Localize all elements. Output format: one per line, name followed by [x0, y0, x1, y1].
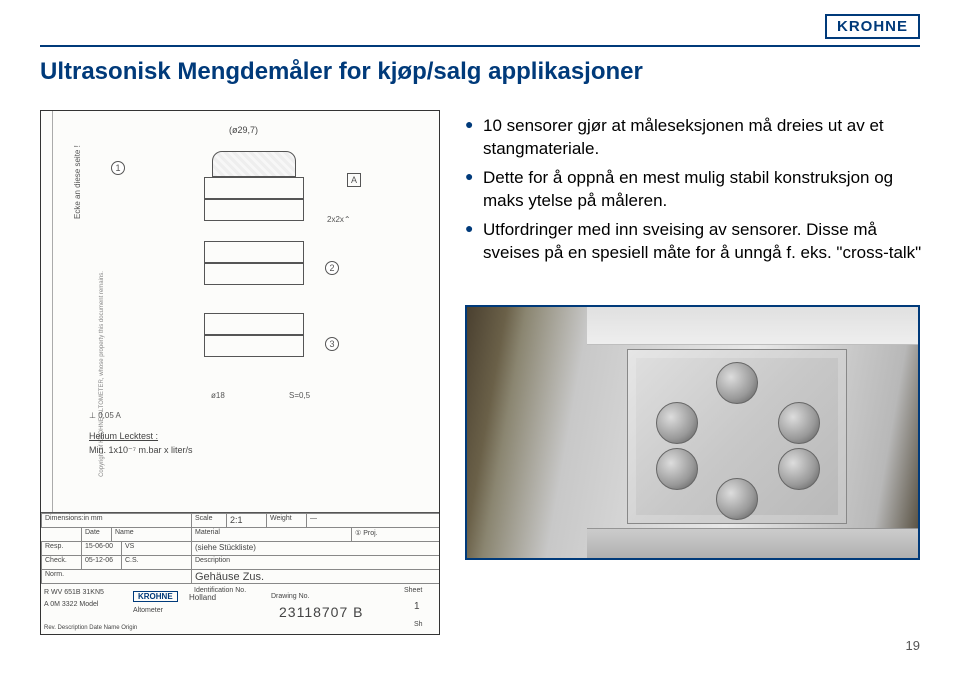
sensor-hole: [656, 448, 698, 490]
tb-sh: Sh: [411, 620, 431, 671]
tb-dims: Dimensions:in mm: [41, 514, 126, 527]
tb-material: (siehe Stückliste): [191, 542, 311, 555]
dimension-top: (ø29,7): [229, 125, 258, 135]
datum-a: A: [347, 173, 361, 187]
machined-part-photo: [465, 305, 920, 560]
tb-desc-label: Description: [191, 556, 251, 569]
tb-proj: ① Proj.: [351, 528, 401, 541]
tb-name-label: Name: [111, 528, 151, 541]
drawing-no-label: Drawing No.: [271, 593, 310, 600]
sensor-panel: [627, 349, 847, 524]
brand-logo: KROHNE: [825, 14, 920, 39]
tb-weight: —: [306, 514, 336, 527]
sensor-section: [204, 151, 304, 381]
page-number: 19: [906, 638, 920, 653]
tb-norm-label: Norm.: [41, 570, 81, 583]
bullet-list: 10 sensorer gjør at måleseksjonen må dre…: [465, 115, 935, 271]
dimension-d18: ø18: [211, 391, 225, 400]
bullet-item: Dette for å oppnå en mest mulig stabil k…: [465, 167, 935, 213]
tb-check-date: 05-12-06: [81, 556, 121, 569]
leak-test-title: Helium Lecktest :: [89, 431, 158, 441]
sensor-hole: [716, 478, 758, 520]
sensor-hole: [778, 448, 820, 490]
tb-scale-label: Scale: [191, 514, 226, 527]
header-rule: [40, 45, 920, 47]
tb-description: Gehäuse Zus.: [191, 570, 341, 583]
tb-date-label: Date: [81, 528, 111, 541]
leak-test-value: Min. 1x10⁻⁷ m.bar x liter/s: [89, 445, 193, 456]
sensor-hole: [716, 362, 758, 404]
technical-drawing: Copyright of KROHNE-ALTOMETER, whose pro…: [40, 110, 440, 635]
tb-resp-name: VS: [121, 542, 151, 555]
drawing-number: 23118707 B: [279, 604, 363, 620]
titleblock-product: Altometer: [133, 607, 163, 614]
dimension-2x2: 2x2x⌃: [327, 215, 351, 224]
sensor-hole: [778, 402, 820, 444]
side-note: Ecke an diese seite !: [73, 145, 82, 219]
callout-3: 3: [325, 337, 339, 351]
tb-resp-label: Resp.: [41, 542, 81, 555]
tb-check-name: C.S.: [121, 556, 151, 569]
titleblock-holland: Holland: [189, 593, 216, 602]
tb-check-label: Check.: [41, 556, 81, 569]
tb-material-label: Material: [191, 528, 236, 541]
sensor-hole: [656, 402, 698, 444]
tb-resp-date: 15-06-00: [81, 542, 121, 555]
bullet-item: Utfordringer med inn sveising av sensore…: [465, 219, 935, 265]
tb-scale: 2:1: [226, 514, 266, 527]
page-title: Ultrasonisk Mengdemåler for kjøp/salg ap…: [40, 58, 643, 86]
callout-2: 2: [325, 261, 339, 275]
geom-tolerance: ⊥ 0,05 A: [89, 411, 121, 420]
dimension-s: S=0,5: [289, 391, 310, 400]
drawing-area: (ø29,7) 1 2 3 A 2x2x⌃ Ecke an diese seit…: [49, 119, 431, 504]
tb-weight-label: Weight: [266, 514, 306, 527]
callout-1: 1: [111, 161, 125, 175]
titleblock-brand: KROHNE: [133, 591, 178, 602]
bullet-item: 10 sensorer gjør at måleseksjonen må dre…: [465, 115, 935, 161]
title-block: Dimensions:in mm Scale 2:1 Weight — Date…: [41, 512, 439, 634]
